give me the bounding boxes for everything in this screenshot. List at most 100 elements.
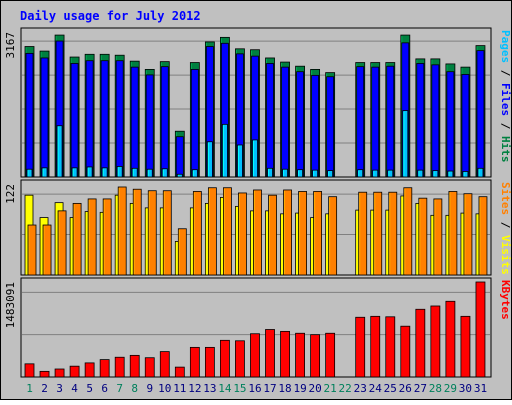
legend-kbytes: KBytes: [499, 280, 512, 320]
bar-sites-day-19: [298, 191, 307, 276]
panel-hits: 3167: [4, 27, 492, 178]
series-sites: [27, 186, 488, 276]
day-label-31: 31: [474, 382, 487, 395]
day-label-16: 16: [248, 382, 261, 395]
day-label-24: 24: [369, 382, 383, 395]
bar-sites-day-4: [72, 202, 82, 276]
bar-kbytes-day-10: [159, 351, 170, 378]
panel-max-label: 1483091: [4, 282, 17, 328]
bar-kbytes-day-17: [265, 329, 275, 378]
bar-pages-day-9: [146, 168, 153, 178]
legend-visits: Visits: [499, 235, 512, 275]
bar-sites-day-18: [283, 189, 292, 276]
bar-kbytes-day-25: [385, 316, 396, 378]
legend-separator: /: [499, 63, 512, 83]
day-label-15: 15: [233, 382, 246, 395]
bar-sites-day-2: [42, 224, 52, 276]
bar-sites-day-13: [207, 187, 217, 276]
bar-sites-day-3: [57, 210, 67, 276]
bar-sites-day-29: [448, 191, 458, 276]
day-axis-labels: 1 2 3 4 5 6 7 8 9 10 11 12 13 14 15 16 17 18 19 20 21 22 23 24 2…: [26, 382, 487, 395]
bar-pages-day-12: [191, 169, 198, 178]
day-label-25: 25: [384, 382, 397, 395]
bar-pages-day-13: [206, 141, 213, 178]
bar-pages-day-2: [41, 167, 48, 178]
bar-kbytes-day-12: [189, 346, 200, 378]
bar-pages-day-17: [267, 167, 273, 178]
day-label-7: 7: [116, 382, 123, 395]
day-label-19: 19: [293, 382, 306, 395]
bar-kbytes-day-4: [69, 365, 80, 378]
day-label-23: 23: [354, 382, 367, 395]
bar-pages-day-1: [26, 168, 33, 178]
bar-kbytes-day-2: [39, 370, 50, 378]
bar-sites-day-15: [238, 192, 247, 276]
day-label-2: 2: [41, 382, 48, 395]
panel-kbytes: 1483091: [4, 277, 492, 378]
bar-pages-day-21: [327, 170, 334, 178]
bar-kbytes-day-18: [280, 330, 290, 378]
bar-kbytes-day-8: [129, 354, 140, 378]
day-label-22: 22: [339, 382, 352, 395]
bar-kbytes-day-7: [114, 356, 125, 378]
bar-kbytes-day-3: [54, 368, 65, 378]
bar-pages-day-26: [402, 110, 409, 178]
bar-sites-day-30: [463, 193, 473, 276]
day-label-29: 29: [444, 382, 457, 395]
day-label-1: 1: [26, 382, 33, 395]
day-label-3: 3: [56, 382, 63, 395]
legend-hits: Hits: [499, 136, 512, 163]
day-label-10: 10: [158, 382, 171, 395]
bar-pages-day-25: [387, 169, 394, 178]
bar-sites-day-20: [313, 191, 323, 276]
bar-sites-day-1: [27, 224, 37, 276]
day-label-20: 20: [308, 382, 321, 395]
bar-kbytes-day-29: [445, 300, 456, 378]
bar-pages-day-14: [222, 123, 228, 178]
bar-pages-day-23: [357, 169, 364, 178]
bar-kbytes-day-20: [310, 334, 321, 378]
day-label-18: 18: [278, 382, 291, 395]
bar-sites-day-9: [147, 190, 157, 276]
day-label-12: 12: [188, 382, 201, 395]
bar-sites-day-16: [253, 189, 262, 276]
legend-sites: Sites: [499, 182, 512, 215]
bar-pages-day-30: [462, 171, 469, 178]
bar-pages-day-8: [131, 167, 138, 178]
bar-kbytes-day-11: [174, 366, 185, 378]
bar-sites-day-25: [388, 191, 398, 276]
day-label-27: 27: [414, 382, 427, 395]
bar-sites-day-12: [192, 191, 202, 276]
legend-label-kbytes: KBytes: [499, 280, 512, 320]
bar-pages-day-3: [56, 125, 63, 178]
day-label-13: 13: [203, 382, 216, 395]
panel-max-label: 122: [4, 184, 17, 204]
chart-panels: 3167 122 1483091: [4, 27, 492, 378]
bar-sites-day-7: [117, 186, 127, 276]
bar-kbytes-day-23: [355, 316, 366, 378]
legend-labels: Pages / Files / Hits Sites / Visits KBytes: [499, 30, 512, 320]
series-kbytes: [24, 281, 486, 378]
day-label-5: 5: [86, 382, 93, 395]
bar-sites-day-28: [433, 198, 443, 276]
bar-pages-day-7: [116, 166, 123, 178]
bar-kbytes-day-28: [430, 305, 441, 378]
day-label-26: 26: [399, 382, 412, 395]
day-label-28: 28: [429, 382, 442, 395]
bar-pages-day-4: [71, 167, 78, 178]
bar-pages-day-28: [432, 170, 439, 178]
bar-sites-day-17: [268, 194, 277, 276]
bar-sites-day-10: [162, 190, 172, 276]
bar-kbytes-day-19: [295, 332, 305, 378]
bar-pages-day-29: [447, 170, 454, 178]
bar-sites-day-21: [328, 196, 338, 276]
bar-sites-day-23: [358, 191, 368, 276]
bar-pages-day-31: [477, 167, 484, 178]
day-label-8: 8: [131, 382, 138, 395]
bar-sites-day-24: [373, 191, 383, 276]
bar-sites-day-26: [403, 187, 413, 276]
bar-kbytes-day-31: [475, 281, 486, 378]
day-label-21: 21: [324, 382, 337, 395]
